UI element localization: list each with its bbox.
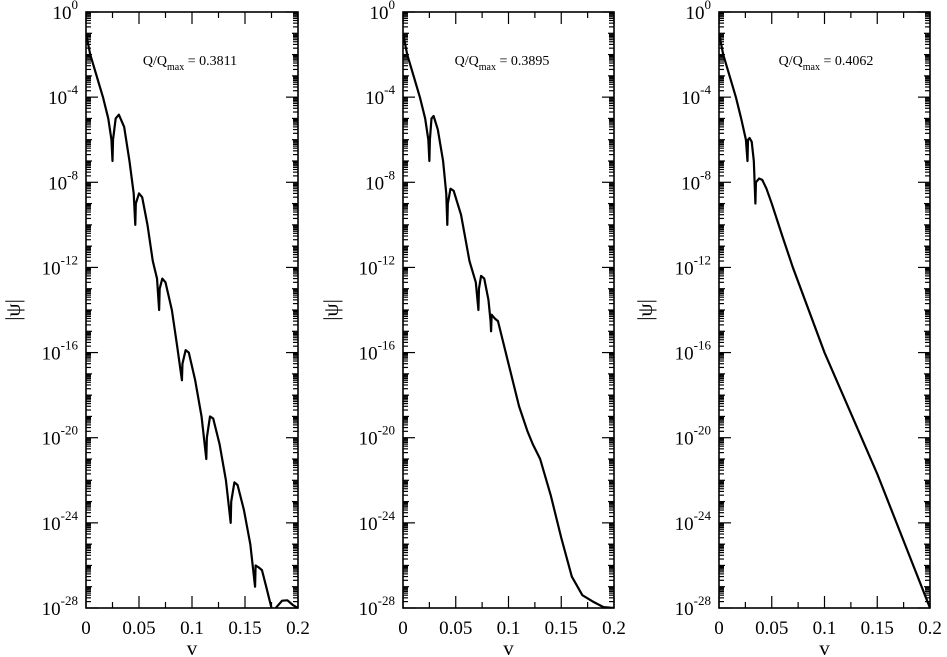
x-tick-label: 0.2 [602, 618, 626, 639]
plot-panel-3: 0 0.05 0.1 0.15 0.2 100 10-4 10-8 10-12 10-16 10-2… [633, 0, 942, 657]
x-axis-label: v [819, 636, 830, 657]
x-tick-label: 0.15 [861, 618, 894, 639]
plot-panel-1: 0 0.05 0.1 0.15 0.2 100 10-4 10-8 10-12 10-16 10-2… [1, 0, 310, 657]
y-tick-label: 10-16 [675, 338, 712, 365]
plot-frame [402, 11, 615, 609]
y-tick-label: 10-12 [42, 252, 78, 279]
y-tick-label: 10-28 [359, 593, 395, 620]
x-tick-label: 0 [81, 618, 91, 639]
y-axis-label: |ψ| [319, 299, 343, 321]
x-tick-label: 0.2 [286, 618, 310, 639]
y-tick-label: 10-12 [675, 252, 711, 279]
x-tick-label: 0.05 [122, 618, 155, 639]
x-tick-label: 0.15 [228, 618, 261, 639]
y-tick-label: 10-4 [48, 82, 78, 109]
y-tick-label: 10-24 [675, 508, 712, 535]
psi-curve [86, 33, 298, 608]
y-tick-label: 10-8 [48, 167, 78, 194]
x-tick-label: 0.1 [180, 618, 204, 639]
charge-ratio-annotation: Q/Qmax = 0.4062 [779, 54, 874, 73]
x-tick-label: 0 [714, 618, 724, 639]
y-tick-label: 10-24 [42, 508, 79, 535]
y-tick-label: 10-4 [681, 82, 711, 109]
y-tick-label: 10-20 [42, 423, 78, 450]
y-tick-label: 10-8 [365, 167, 395, 194]
y-tick-label: 10-8 [681, 167, 711, 194]
y-axis-label: |ψ| [633, 299, 657, 321]
y-tick-label: 100 [686, 0, 712, 24]
charge-ratio-annotation: Q/Qmax = 0.3811 [143, 54, 237, 73]
y-axis-label: |ψ| [1, 299, 25, 321]
y-tick-label: 100 [370, 0, 396, 24]
x-tick-label: 0.2 [918, 618, 942, 639]
y-tick-label: 100 [53, 0, 79, 24]
plot-frame [85, 11, 299, 609]
y-tick-label: 10-20 [675, 423, 711, 450]
plot-frame [718, 11, 931, 609]
x-tick-label: 0.05 [755, 618, 788, 639]
psi-curve [719, 33, 930, 608]
y-tick-label: 10-4 [365, 82, 395, 109]
x-tick-label: 0 [398, 618, 408, 639]
x-tick-label: 0.1 [813, 618, 837, 639]
x-tick-label: 0.05 [439, 618, 472, 639]
y-tick-label: 10-28 [42, 593, 78, 620]
y-tick-label: 10-12 [359, 252, 395, 279]
x-axis-label: v [503, 636, 514, 657]
y-tick-label: 10-24 [359, 508, 396, 535]
x-axis-label: v [187, 636, 198, 657]
y-tick-label: 10-16 [359, 338, 396, 365]
plot-panel-2: 0 0.05 0.1 0.15 0.2 100 10-4 10-8 10-12 10-16 10-2… [319, 0, 626, 657]
y-tick-label: 10-16 [42, 338, 79, 365]
y-tick-label: 10-20 [359, 423, 395, 450]
x-tick-label: 0.15 [545, 618, 578, 639]
y-tick-label: 10-28 [675, 593, 711, 620]
x-tick-label: 0.1 [497, 618, 521, 639]
charge-ratio-annotation: Q/Qmax = 0.3895 [455, 54, 550, 73]
psi-curve [403, 33, 614, 608]
